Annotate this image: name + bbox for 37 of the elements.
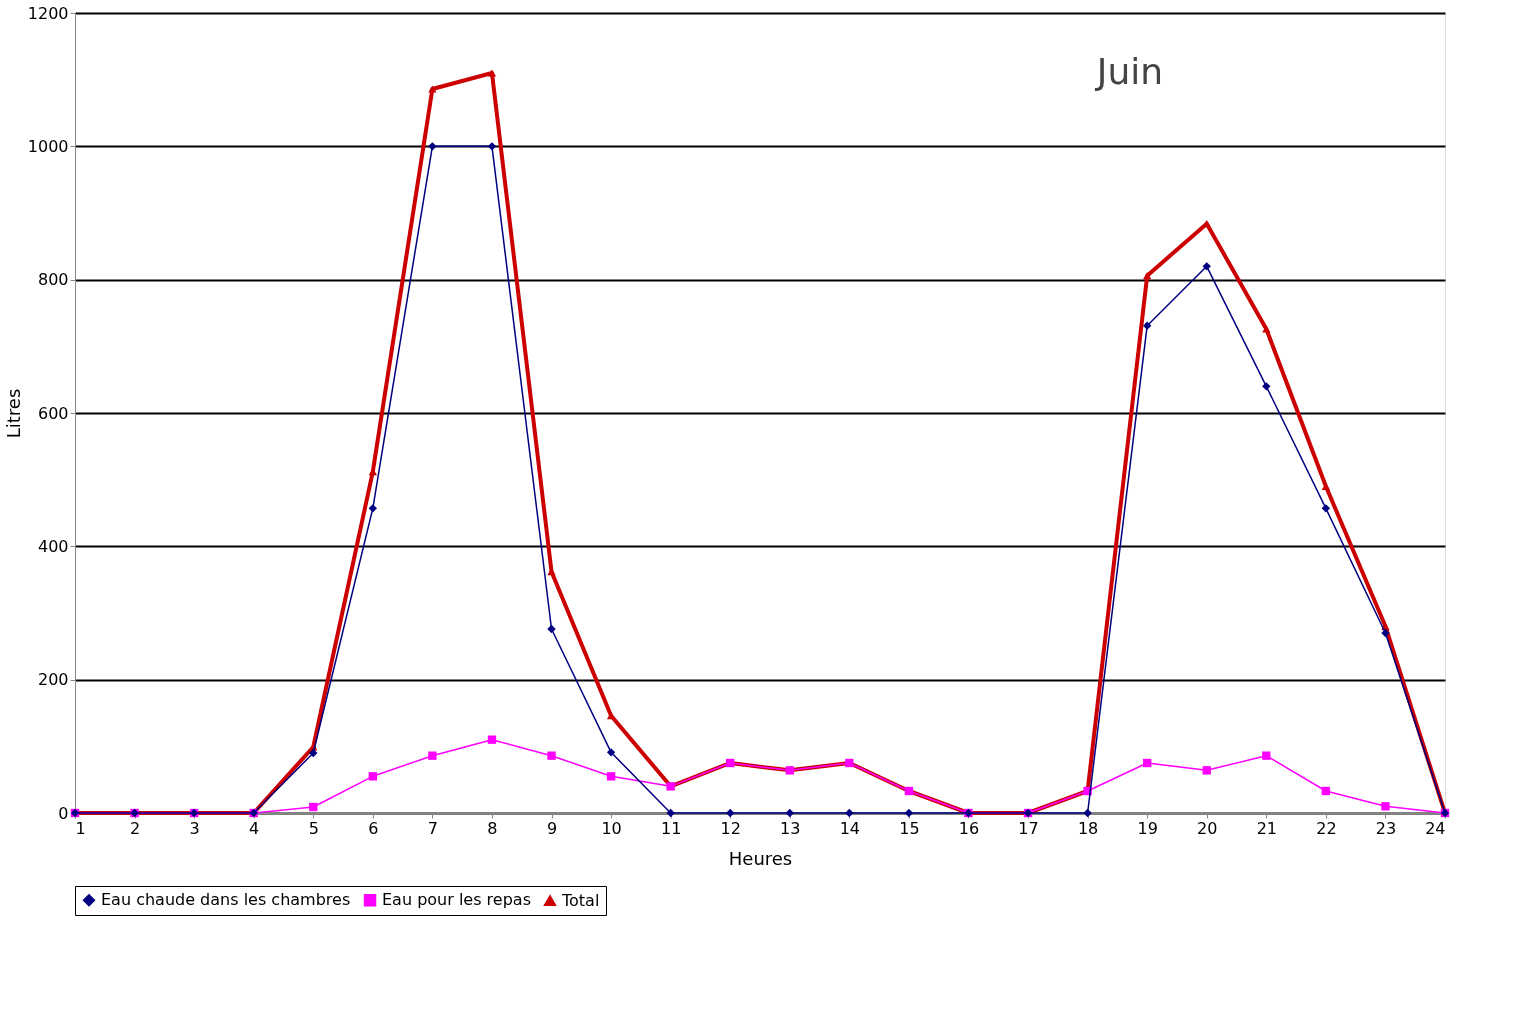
x-tick-label: 16 — [958, 818, 980, 838]
y-tick-label: 1200 — [27, 3, 69, 23]
x-tick-label: 3 — [189, 818, 200, 838]
x-tick-label: 7 — [427, 818, 438, 838]
legend-label: Eau chaude dans les chambres — [101, 890, 351, 910]
x-tick-label: 12 — [720, 818, 741, 838]
x-tick-label: 19 — [1137, 818, 1158, 838]
x-tick-label: 8 — [487, 818, 498, 838]
x-axis-title: Heures — [728, 847, 793, 869]
x-tick-label: 13 — [780, 818, 801, 838]
annotation: Juin — [1094, 51, 1164, 92]
y-tick-label: 200 — [37, 670, 69, 690]
y-tick-label: 1000 — [27, 136, 69, 156]
y-tick-label: 400 — [37, 536, 69, 556]
y-tick-label: 0 — [58, 803, 69, 823]
x-tick-label: 24 — [1425, 818, 1446, 838]
x-tick-label: 17 — [1018, 818, 1039, 838]
x-tick-label: 4 — [249, 818, 260, 838]
y-axis-title: Litres — [2, 388, 24, 439]
x-tick-label: 18 — [1077, 818, 1099, 838]
x-tick-label: 14 — [839, 818, 861, 838]
x-tick-label: 1 — [75, 818, 86, 838]
x-tick-label: 20 — [1197, 818, 1218, 838]
x-tick-label: 10 — [601, 818, 622, 838]
x-tick-label: 6 — [368, 818, 379, 838]
x-tick-label: 15 — [899, 818, 920, 838]
x-tick-label: 22 — [1316, 818, 1337, 838]
x-tick-label: 5 — [308, 818, 319, 838]
x-tick-label: 9 — [546, 818, 558, 838]
x-tick-label: 21 — [1256, 818, 1277, 838]
legend-label: Total — [561, 890, 600, 910]
x-tick-label: 11 — [660, 818, 682, 838]
legend-label: Eau pour les repas — [382, 890, 531, 910]
y-tick-label: 600 — [37, 403, 69, 423]
x-tick-label: 23 — [1375, 818, 1397, 838]
x-tick-label: 2 — [129, 818, 141, 838]
y-tick-label: 800 — [37, 270, 69, 290]
